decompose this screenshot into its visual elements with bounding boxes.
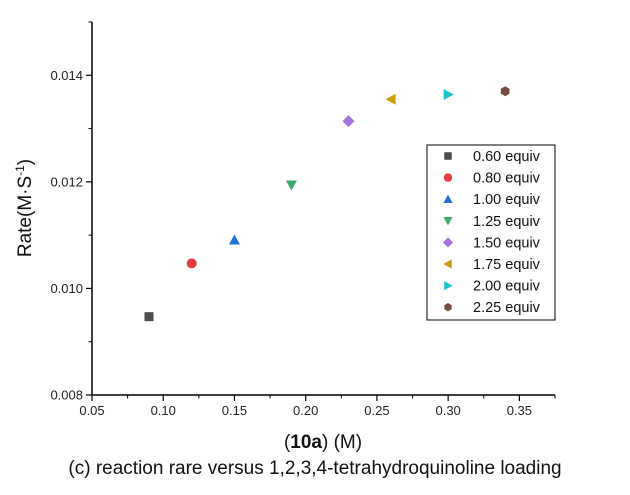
x-tick-label: 0.25: [364, 403, 389, 418]
data-point-diamond: [342, 115, 355, 128]
legend-label: 2.25 equiv: [473, 300, 541, 316]
legend-marker-square: [444, 152, 452, 160]
legend-label: 0.80 equiv: [473, 171, 541, 187]
legend-marker-diamond: [442, 237, 454, 248]
y-axis-label: Rate(M·S-1): [13, 159, 36, 257]
y-tick-label: 0.012: [50, 174, 83, 189]
legend-marker-triangle-right: [444, 280, 453, 291]
data-point-hexagon: [500, 86, 510, 97]
x-tick-label: 0.10: [151, 403, 176, 418]
x-axis-label: (10a) (M): [284, 432, 362, 453]
axes: 0.05 0.10 0.15 0.20 0.25 0.30 0.35 0.008 0.010 0.…: [50, 21, 556, 418]
y-tick-label: 0.014: [50, 68, 83, 83]
legend-label: 0.60 equiv: [473, 149, 541, 165]
legend: 0.60 equiv 0.80 equiv 1.00 equiv 1.25 equiv…: [426, 144, 556, 321]
data-point-square: [144, 312, 154, 322]
x-tick-label: 0.30: [435, 403, 460, 418]
x-tick-label: 0.20: [293, 403, 318, 418]
data-point-triangle-right: [443, 88, 454, 100]
legend-marker-hexagon: [444, 303, 452, 312]
data-points: [144, 86, 510, 322]
y-tick-label: 0.010: [50, 281, 83, 296]
legend-marker-circle: [443, 173, 453, 182]
legend-marker-triangle-left: [443, 259, 452, 269]
figure-caption: (c) reaction rare versus 1,2,3,4-tetrahy…: [68, 458, 562, 479]
legend-label: 1.75 equiv: [473, 257, 541, 273]
legend-label: 1.00 equiv: [473, 192, 541, 208]
x-tick-label: 0.35: [507, 403, 532, 418]
x-tick-label: 0.15: [222, 403, 247, 418]
legend-marker-triangle-down: [443, 217, 453, 226]
y-tick-label: 0.008: [50, 388, 83, 403]
legend-label: 1.50 equiv: [473, 235, 541, 251]
data-point-triangle-left: [385, 93, 396, 105]
data-point-triangle-down: [285, 180, 297, 191]
legend-label: 1.25 equiv: [473, 214, 541, 230]
legend-label: 2.00 equiv: [473, 279, 541, 295]
data-point-circle: [186, 258, 197, 269]
x-tick-label: 0.05: [79, 403, 104, 418]
legend-marker-triangle-up: [443, 194, 453, 203]
data-point-triangle-up: [228, 234, 240, 245]
